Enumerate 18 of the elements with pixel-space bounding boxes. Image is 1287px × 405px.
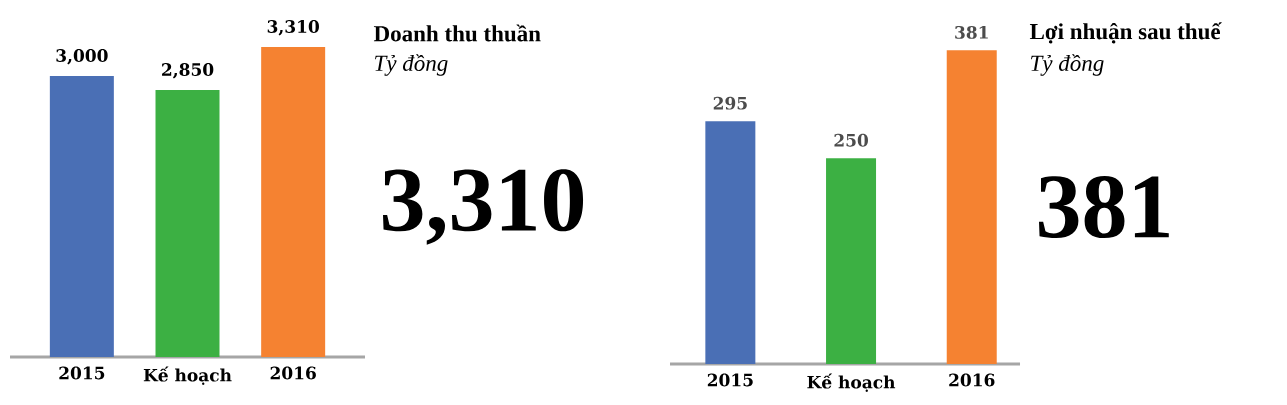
text: 381: [1039, 175, 1169, 239]
data-label: 381: [955, 25, 988, 39]
data-label: 2,850: [162, 63, 214, 79]
x-tick-label: Kế hoạch: [143, 366, 232, 385]
x-tick-label: 2015: [707, 373, 753, 387]
x-tick-label: 2015: [59, 366, 105, 380]
text: Tỷ đồng: [375, 54, 448, 76]
text: Doanh thu thuần: [373, 24, 541, 42]
data-label: 3,310: [267, 20, 319, 36]
text: 3,310: [383, 169, 584, 245]
x-tick-label: Kế hoạch: [807, 373, 896, 392]
text: Lợi nhuận sau thuế: [1029, 22, 1222, 44]
x-tick-label: 2016: [949, 373, 995, 387]
data-label: 250: [834, 133, 868, 147]
data-label: 295: [713, 96, 747, 110]
text: Tỷ đồng: [1031, 54, 1104, 76]
data-label: 3,000: [56, 49, 108, 65]
x-tick-label: 2016: [270, 366, 316, 380]
